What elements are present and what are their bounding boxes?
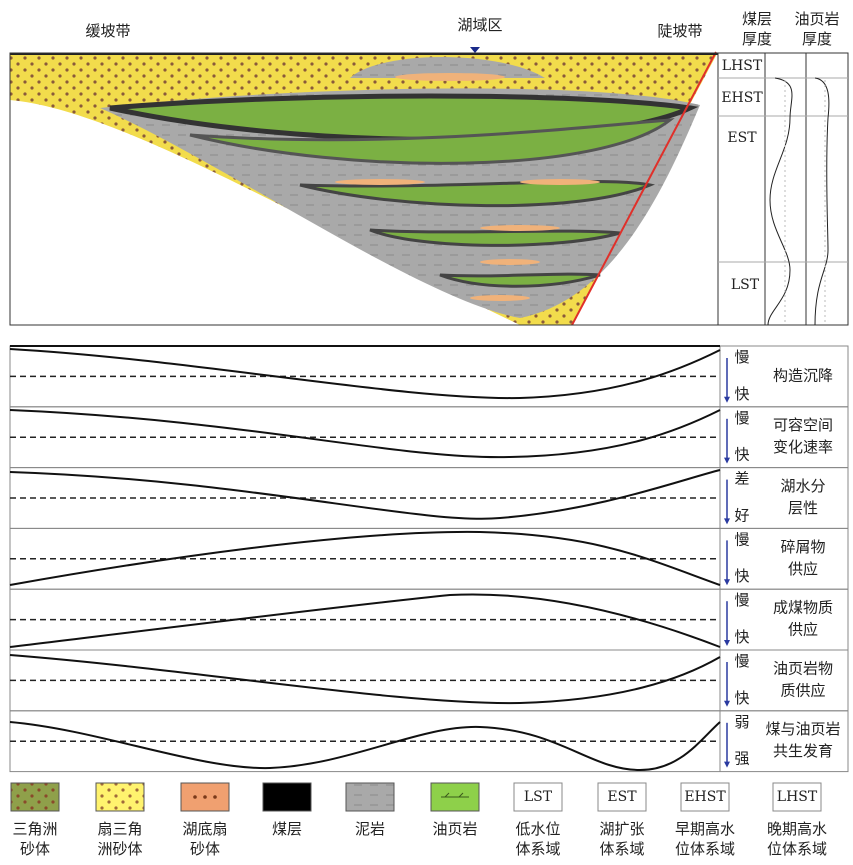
arrow-head: [724, 701, 730, 707]
scale-top: 慢: [734, 348, 749, 366]
scale-top: 慢: [734, 530, 749, 548]
tract: EST: [727, 130, 757, 146]
legend-dot: [213, 795, 217, 799]
arrow-head: [724, 579, 730, 585]
cross-section: [10, 47, 718, 325]
row-label: 湖水分: [780, 477, 825, 495]
legend-code: EHST: [684, 789, 726, 805]
column-title: 厚度: [742, 30, 772, 48]
scale-bottom: 强: [734, 750, 749, 768]
scale-top: 慢: [734, 591, 749, 609]
legend-label: 体系域: [515, 840, 560, 858]
zone: 缓坡带: [85, 22, 130, 40]
scale-top: 慢: [734, 652, 749, 670]
trend-curve: [10, 722, 720, 770]
scale-top: 差: [734, 470, 749, 488]
row-label: 油页岩物: [773, 659, 833, 677]
legend-swatch: [96, 783, 144, 811]
legend-swatch: [11, 783, 59, 811]
row-label: 供应: [788, 621, 818, 639]
arrow-head: [724, 640, 730, 646]
row-label: 供应: [788, 560, 818, 578]
row-label: 质供应: [780, 681, 825, 699]
column-title: 厚度: [802, 30, 832, 48]
legend-label: 湖底扇: [182, 820, 227, 838]
legend-dot: [203, 795, 207, 799]
legend-label: 三角洲: [12, 820, 57, 838]
row-label: 成煤物质: [773, 599, 833, 617]
trend-curve: [10, 470, 720, 519]
legend-dot: [193, 795, 197, 799]
legend-label: 位体系域: [767, 840, 827, 858]
arrow-head: [724, 762, 730, 768]
scale-bottom: 快: [734, 689, 749, 707]
column-title: 油页岩: [794, 10, 839, 28]
column-title: 煤层: [742, 10, 772, 28]
trend-curve: [10, 655, 720, 703]
scale-top: 弱: [734, 713, 749, 731]
row-label: 共生发育: [773, 742, 833, 760]
row-label: 变化速率: [773, 438, 833, 456]
tract: LST: [731, 277, 760, 293]
trend-curve: [10, 349, 720, 398]
scale-bottom: 快: [734, 446, 749, 464]
legend-label: 位体系域: [675, 840, 735, 858]
legend-label: 扇三角: [97, 820, 142, 838]
row-label: 碎屑物: [780, 538, 825, 556]
arrow-head: [724, 458, 730, 464]
legend-label: 低水位: [515, 820, 560, 838]
diagram: 缓坡带 湖域区 陡坡带 煤层 厚度 油页岩 厚度 LHST EHST EST L…: [0, 0, 853, 861]
row-label: 构造沉降: [773, 366, 833, 384]
trend-curve: [10, 594, 720, 647]
tract: LHST: [722, 58, 763, 74]
legend-label: 砂体: [190, 840, 220, 858]
scale-bottom: 快: [734, 385, 749, 403]
trend-curve: [10, 410, 720, 457]
legend-label: 洲砂体: [97, 840, 142, 858]
legend-code: LHST: [777, 789, 818, 805]
legend-label: 早期高水: [675, 820, 735, 838]
arrow-head: [724, 397, 730, 403]
tract: EHST: [721, 90, 763, 106]
row-label: 可容空间: [773, 416, 833, 434]
legend-code: EST: [607, 789, 637, 805]
scale-bottom: 快: [734, 567, 749, 585]
zone: 陡坡带: [657, 22, 702, 40]
legend-label: 煤层: [272, 820, 302, 838]
scale-bottom: 好: [734, 506, 749, 524]
legend-code: LST: [524, 789, 553, 805]
legend-swatch: [263, 783, 311, 811]
legend-label: 油页岩: [432, 820, 477, 838]
legend-label: 体系域: [599, 840, 644, 858]
scale-bottom: 快: [734, 628, 749, 646]
row-label: 煤与油页岩: [765, 720, 840, 738]
arrow-head: [724, 518, 730, 524]
legend-label: 砂体: [20, 840, 50, 858]
scale-top: 慢: [734, 409, 749, 427]
trend-panels: 慢快构造沉降慢快可容空间变化速率差好湖水分层性慢快碎屑物供应慢快成煤物质供应慢快…: [10, 346, 848, 772]
legend-swatch: [346, 783, 394, 811]
zone: 湖域区: [457, 16, 502, 34]
row-label: 层性: [788, 499, 818, 517]
legend-label: 湖扩张: [599, 820, 644, 838]
legend-label: 晚期高水: [767, 820, 827, 838]
legend-label: 泥岩: [355, 820, 385, 838]
